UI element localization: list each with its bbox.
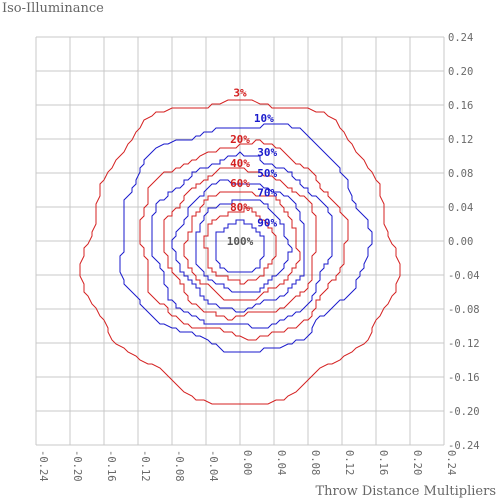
x-tick-label: 0.04 bbox=[275, 450, 287, 475]
contour-line bbox=[203, 207, 277, 285]
x-axis-label: Throw Distance Multipliers bbox=[315, 484, 497, 499]
contour-line bbox=[119, 123, 373, 353]
y-tick-label: 0.20 bbox=[448, 66, 473, 78]
chart-title: Iso-Illuminance bbox=[2, 1, 104, 16]
contour-line bbox=[79, 99, 401, 405]
x-tick-label: 0.08 bbox=[309, 450, 321, 475]
contour-label: 80% bbox=[230, 201, 250, 214]
y-tick-label: -0.08 bbox=[448, 304, 480, 316]
x-tick-label: 0.00 bbox=[241, 450, 253, 475]
y-tick-label: 0.00 bbox=[448, 236, 473, 248]
y-tick-label: -0.24 bbox=[448, 440, 480, 452]
contour-label: 100% bbox=[227, 235, 254, 248]
y-tick-label: -0.04 bbox=[448, 270, 480, 282]
y-tick-label: 0.16 bbox=[448, 100, 473, 112]
contour-label: 60% bbox=[230, 177, 250, 190]
contour-label: 90% bbox=[257, 216, 277, 229]
contour-label: 3% bbox=[233, 86, 247, 99]
contour-line bbox=[215, 219, 265, 273]
y-tick-label: 0.24 bbox=[448, 32, 473, 44]
contour-label: 30% bbox=[257, 146, 277, 159]
x-tick-label: 0.12 bbox=[343, 450, 355, 475]
x-tick-label: -0.04 bbox=[207, 450, 219, 482]
y-tick-label: -0.12 bbox=[448, 338, 480, 350]
contour-line bbox=[183, 191, 301, 301]
x-tick-labels: -0.24 -0.20 -0.16 -0.12 -0.08 -0.04 0.00 0.04 0.… bbox=[37, 450, 457, 482]
y-tick-label: 0.04 bbox=[448, 202, 473, 214]
x-tick-label: -0.12 bbox=[139, 450, 151, 482]
x-tick-label: 0.16 bbox=[377, 450, 389, 475]
y-tick-label: -0.16 bbox=[448, 372, 480, 384]
contour-label: 10% bbox=[254, 112, 274, 125]
grid bbox=[35, 36, 445, 446]
y-tick-label: -0.20 bbox=[448, 406, 480, 418]
y-tick-label: 0.08 bbox=[448, 168, 473, 180]
contour-line bbox=[163, 167, 317, 321]
x-tick-label: 0.20 bbox=[411, 450, 423, 475]
x-tick-label: -0.24 bbox=[37, 450, 49, 482]
y-tick-labels: 0.24 0.20 0.16 0.12 0.08 0.04 0.00 -0.04 -0.08 -0… bbox=[448, 32, 480, 452]
x-tick-label: -0.20 bbox=[71, 450, 83, 482]
contour-line bbox=[171, 179, 305, 313]
contour-label: 70% bbox=[257, 187, 277, 200]
contour-line bbox=[151, 151, 333, 329]
contour-labels: 3% 10% 20% 30% 40% 50% 60% 70% 80% 90%100% bbox=[227, 86, 278, 248]
contour-label: 50% bbox=[257, 167, 277, 180]
contour-line bbox=[139, 139, 349, 341]
contour-label: 20% bbox=[230, 133, 250, 146]
x-tick-label: 0.24 bbox=[445, 450, 457, 475]
contour-line bbox=[195, 199, 293, 293]
x-tick-label: -0.16 bbox=[105, 450, 117, 482]
x-tick-label: -0.08 bbox=[173, 450, 185, 482]
y-tick-label: 0.12 bbox=[448, 134, 473, 146]
contour-lines bbox=[79, 99, 401, 405]
contour-label: 40% bbox=[230, 157, 250, 170]
